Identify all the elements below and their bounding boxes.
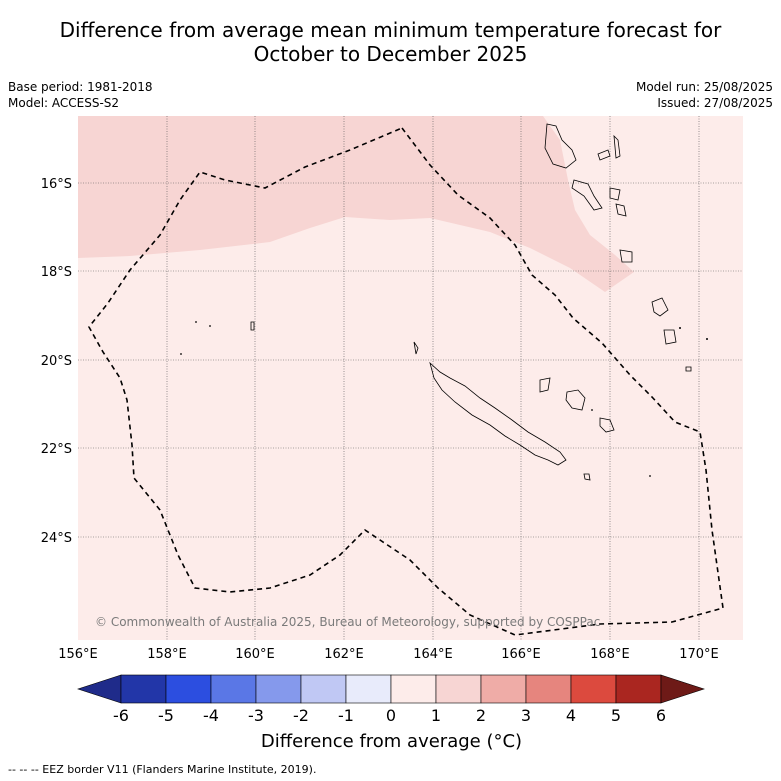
colorbar-tick-label: -1 <box>338 706 354 725</box>
colorbar-segment <box>525 674 572 704</box>
colorbar-extend-low <box>77 674 122 704</box>
colorbar-tick-label: 3 <box>521 706 531 725</box>
colorbar-tick-label: -5 <box>158 706 174 725</box>
islet <box>180 353 182 355</box>
map-credit: © Commonwealth of Australia 2025, Bureau… <box>95 615 600 629</box>
lon-label-158: 158°E <box>147 647 187 662</box>
colorbar-extend-high <box>660 674 705 704</box>
colorbar-tick-label: 5 <box>611 706 621 725</box>
colorbar-segment <box>345 674 392 704</box>
coastlines <box>250 123 692 481</box>
colorbar-tick-label: 6 <box>656 706 666 725</box>
title-line-1: Difference from average mean minimum tem… <box>59 18 722 42</box>
loyalty-island-1 <box>565 389 586 411</box>
colorbar-segment <box>480 674 527 704</box>
new-caledonia-coast <box>429 361 567 466</box>
vanuatu-efate <box>619 249 633 263</box>
loyalty-island-2 <box>599 417 615 433</box>
lon-label-170: 170°E <box>679 647 719 662</box>
colorbar-segment <box>210 674 257 704</box>
meta-left: Base period: 1981-2018 Model: ACCESS-S2 <box>8 79 153 111</box>
map-area-warm-band <box>78 116 634 292</box>
lon-labels: 156°E 158°E 160°E 162°E 164°E 166°E 168°… <box>58 647 719 662</box>
colorbar-segment <box>300 674 347 704</box>
islet <box>649 475 651 477</box>
islet <box>195 321 197 323</box>
base-period: Base period: 1981-2018 <box>8 80 153 94</box>
colorbar-segment <box>165 674 212 704</box>
issued-date: Issued: 27/08/2025 <box>657 96 773 110</box>
vanuatu-malekula <box>571 179 603 211</box>
model-run: Model run: 25/08/2025 <box>635 80 773 94</box>
lat-labels: 16°S 18°S 20°S 22°S 24°S <box>41 177 72 546</box>
colorbar-tick-label: -3 <box>248 706 264 725</box>
vanuatu-island-2 <box>597 149 611 161</box>
lon-label-156: 156°E <box>58 647 98 662</box>
vanuatu-island-4 <box>615 203 627 217</box>
islet <box>679 327 681 329</box>
colorbar-segment <box>435 674 482 704</box>
colorbar-tick-label: -2 <box>293 706 309 725</box>
colorbar-segment <box>255 674 302 704</box>
vanuatu-tanna <box>663 329 677 345</box>
islet <box>209 325 211 327</box>
colorbar-segment <box>615 674 662 704</box>
colorbar-title: Difference from average (°C) <box>260 731 523 752</box>
islet <box>591 409 593 411</box>
vanuatu-island-3 <box>609 187 621 201</box>
lon-label-164: 164°E <box>413 647 453 662</box>
lat-label-20: 20°S <box>41 354 72 369</box>
belep-island <box>413 341 419 355</box>
lat-label-22: 22°S <box>41 442 72 457</box>
eez-legend: -- -- -- EEZ border V11 (Flanders Marine… <box>8 763 317 776</box>
title-line-2: October to December 2025 <box>253 42 528 66</box>
lon-label-168: 168°E <box>590 647 630 662</box>
colorbar-tick-label: -4 <box>203 706 219 725</box>
colorbar-segment <box>120 674 167 704</box>
eez-border <box>88 127 724 636</box>
colorbar-ticks: -6 -5 -4 -3 -2 -1 0 1 2 3 4 5 6 <box>113 706 666 725</box>
chart-title: Difference from average mean minimum tem… <box>0 18 781 66</box>
lon-label-162: 162°E <box>324 647 364 662</box>
lon-label-160: 160°E <box>235 647 275 662</box>
colorbar <box>77 674 705 704</box>
lon-label-166: 166°E <box>501 647 541 662</box>
colorbar-segment <box>390 674 437 704</box>
colorbar-segment <box>570 674 617 704</box>
isle-of-pines <box>583 473 591 481</box>
vanuatu-erromango <box>651 297 669 317</box>
colorbar-tick-label: 2 <box>476 706 486 725</box>
grid-lines <box>78 116 743 640</box>
loyalty-island-3 <box>539 377 551 393</box>
small-islets <box>180 321 708 477</box>
colorbar-tick-label: 4 <box>566 706 576 725</box>
lat-label-16: 16°S <box>41 177 72 192</box>
colorbar-tick-label: 1 <box>431 706 441 725</box>
meta-right: Model run: 25/08/2025 Issued: 27/08/2025 <box>636 79 773 111</box>
lat-label-24: 24°S <box>41 531 72 546</box>
colorbar-tick-label: 0 <box>386 706 396 725</box>
colorbar-tick-label: -6 <box>113 706 129 725</box>
islet <box>706 338 708 340</box>
vanuatu-espiritu-santo <box>544 123 577 169</box>
chesterfield-islet <box>250 321 255 331</box>
vanuatu-island-1 <box>613 134 621 159</box>
lat-label-18: 18°S <box>41 265 72 280</box>
model-name: Model: ACCESS-S2 <box>8 96 120 110</box>
vanuatu-aneityum <box>685 366 692 372</box>
